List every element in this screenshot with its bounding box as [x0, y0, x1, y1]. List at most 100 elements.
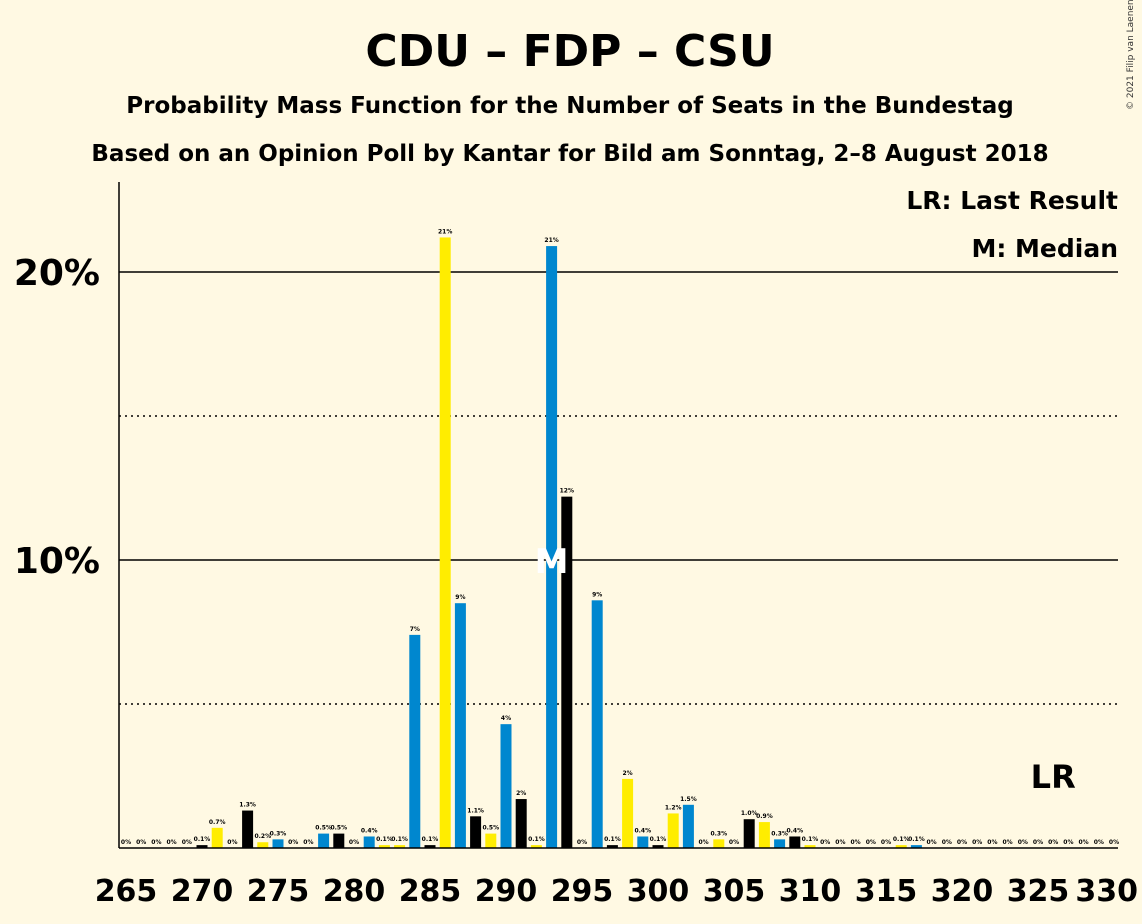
axes: 10% 20% 265 270 275 280 285 290 295 300 305 310 315 3…	[14, 182, 1138, 909]
x-tick-label-330: 330	[1075, 874, 1138, 909]
bar-283	[394, 845, 406, 848]
bar-300	[652, 845, 664, 848]
legend-median: M: Median	[971, 234, 1118, 263]
bar-label-289: 0.5%	[482, 825, 499, 832]
bar-label-307: 0.9%	[756, 813, 773, 820]
bar-285	[424, 845, 436, 848]
bar-label-279: 0.5%	[330, 825, 347, 832]
bar-label-290: 4%	[501, 715, 511, 722]
bar-271	[211, 827, 223, 848]
bar-label-282: 0.1%	[376, 836, 393, 843]
bar-label-281: 0.4%	[361, 827, 378, 834]
bar-286	[439, 237, 451, 848]
bar-label-320: 0%	[957, 839, 967, 846]
x-tick-label-325: 325	[1007, 874, 1070, 909]
bar-284	[409, 634, 421, 848]
bar-310	[804, 845, 816, 848]
bar-label-313: 0%	[851, 839, 861, 846]
bar-label-309: 0.4%	[786, 827, 803, 834]
bar-270	[196, 845, 208, 848]
bar-labels-group: 0% 0% 0% 0% 0% 0.1%0.7%0%1.3%0.2%0.3%0% 0%0.5%…	[121, 228, 1119, 846]
bar-label-310: 0.1%	[802, 836, 819, 843]
bar-label-318: 0%	[927, 839, 937, 846]
bar-label-268: 0%	[167, 839, 177, 846]
bar-317	[910, 845, 922, 848]
bar-label-278: 0.5%	[315, 825, 332, 832]
bar-309	[789, 836, 801, 848]
bar-label-312: 0%	[835, 839, 845, 846]
bar-label-316: 0.1%	[893, 836, 910, 843]
bar-289	[485, 833, 497, 848]
bar-label-329: 0%	[1094, 839, 1104, 846]
x-tick-label-280: 280	[323, 874, 386, 909]
bar-287	[454, 603, 466, 848]
y-tick-label-10: 10%	[14, 541, 100, 582]
bar-label-295: 0%	[577, 839, 587, 846]
bar-302	[682, 804, 694, 848]
bar-306	[743, 819, 755, 848]
bar-290	[500, 724, 512, 848]
bar-274	[257, 842, 269, 848]
x-tick-label-265: 265	[95, 874, 158, 909]
last-result-marker: LR	[1031, 758, 1076, 796]
bar-label-301: 1.2%	[665, 804, 682, 811]
bar-299	[637, 836, 649, 848]
bar-label-298: 2%	[623, 770, 633, 777]
bar-296	[591, 600, 603, 848]
bar-308	[774, 839, 786, 848]
bar-304	[713, 839, 725, 848]
bar-label-284: 7%	[410, 626, 420, 633]
bar-label-302: 1.5%	[680, 796, 697, 803]
bar-label-274: 0.2%	[254, 833, 271, 840]
bar-label-272: 0%	[227, 839, 237, 846]
bar-label-293: 21%	[544, 237, 558, 244]
bar-301	[667, 813, 679, 848]
bar-label-288: 1.1%	[467, 807, 484, 814]
median-marker: M	[535, 542, 569, 582]
bar-288	[470, 816, 482, 848]
x-tick-label-320: 320	[931, 874, 994, 909]
bar-label-273: 1.3%	[239, 802, 256, 809]
bar-label-330: 0%	[1109, 839, 1119, 846]
bar-label-277: 0%	[303, 839, 313, 846]
bar-label-321: 0%	[972, 839, 982, 846]
chart-subtitle: Probability Mass Function for the Number…	[126, 93, 1013, 119]
bar-label-327: 0%	[1063, 839, 1073, 846]
x-tick-label-300: 300	[627, 874, 690, 909]
legend-last-result: LR: Last Result	[906, 186, 1118, 215]
chart-subtitle-source: Based on an Opinion Poll by Kantar for B…	[91, 141, 1048, 167]
bar-label-314: 0%	[866, 839, 876, 846]
bar-273	[242, 810, 254, 848]
chart-title: CDU – FDP – CSU	[365, 26, 774, 77]
bar-label-276: 0%	[288, 839, 298, 846]
x-tick-label-315: 315	[855, 874, 918, 909]
bar-297	[606, 845, 618, 848]
x-tick-label-270: 270	[171, 874, 234, 909]
bar-label-280: 0%	[349, 839, 359, 846]
x-tick-label-310: 310	[779, 874, 842, 909]
bar-label-270: 0.1%	[194, 836, 211, 843]
bar-label-286: 21%	[438, 228, 452, 235]
markers: M LR	[535, 542, 1076, 796]
bar-293	[546, 246, 558, 848]
bar-label-322: 0%	[987, 839, 997, 846]
copyright-credit: © 2021 Filip van Laenen	[1126, 0, 1136, 110]
bar-label-324: 0%	[1018, 839, 1028, 846]
x-tick-label-290: 290	[475, 874, 538, 909]
bar-label-287: 9%	[455, 594, 465, 601]
bar-label-265: 0%	[121, 839, 131, 846]
bar-291	[515, 799, 527, 848]
bar-292	[530, 845, 542, 848]
bar-label-291: 2%	[516, 790, 526, 797]
bar-label-325: 0%	[1033, 839, 1043, 846]
bars-group	[196, 237, 922, 848]
bar-label-297: 0.1%	[604, 836, 621, 843]
bar-316	[895, 845, 907, 848]
bar-label-294: 12%	[560, 488, 574, 495]
bar-label-306: 1.0%	[741, 810, 758, 817]
bar-label-317: 0.1%	[908, 836, 925, 843]
bar-label-315: 0%	[881, 839, 891, 846]
bar-label-304: 0.3%	[710, 830, 727, 837]
